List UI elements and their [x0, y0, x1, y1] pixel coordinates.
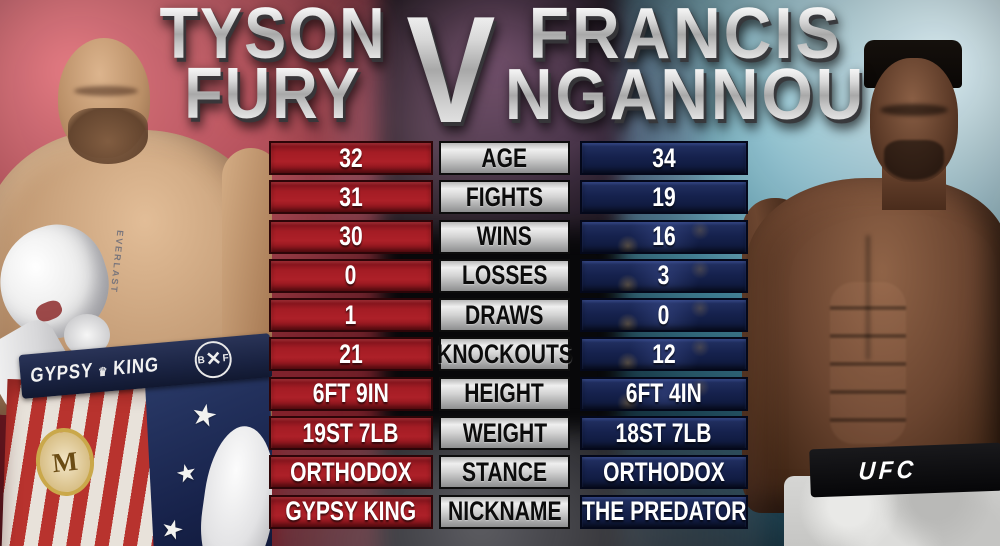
- ufc-logo: UFC: [858, 455, 919, 486]
- ngannou-stat-cell: 6FT 4IN: [580, 376, 748, 411]
- fury-stat-cell: 32: [269, 141, 433, 175]
- fury-stat-value: 0: [345, 260, 357, 291]
- stat-label-cell: NICKNAME: [439, 494, 570, 529]
- fury-stat-value: 19ST 7LB: [303, 417, 399, 448]
- ngannou-beard: [884, 140, 944, 180]
- fury-stat-value: GYPSY KING: [285, 496, 417, 527]
- stat-label: WINS: [477, 221, 532, 252]
- fury-stat-cell: ORTHODOX: [269, 455, 433, 490]
- fury-stat-value: 32: [339, 142, 363, 173]
- crown-icon: ♛: [97, 363, 109, 379]
- ngannou-stat-value: 12: [652, 338, 676, 369]
- fury-beard: [68, 108, 148, 164]
- table-row: 1 DRAWS 0: [269, 298, 748, 333]
- fury-stat-cell: 19ST 7LB: [269, 416, 433, 451]
- ngannou-stat-value: 16: [652, 221, 676, 252]
- ngannou-stat-cell: THE PREDATOR: [580, 494, 748, 529]
- ngannou-stat-cell: 16: [580, 219, 748, 254]
- table-row: 31 FIGHTS 19: [269, 180, 748, 215]
- stat-label: NICKNAME: [447, 496, 562, 527]
- stat-label: HEIGHT: [464, 378, 545, 409]
- table-row: 32 AGE 34: [269, 141, 748, 175]
- table-row: 19ST 7LB WEIGHT 18ST 7LB: [269, 416, 748, 451]
- tale-of-the-tape-table: 32 AGE 34 31 FIGHTS 19 30 WINS 16 0 LOSS…: [269, 141, 748, 534]
- fury-stat-cell: 31: [269, 180, 433, 215]
- ngannou-stat-value: 3: [658, 260, 670, 291]
- fury-stat-value: 30: [339, 221, 363, 252]
- stat-label-cell: DRAWS: [439, 298, 570, 333]
- versus-text: V: [406, 0, 498, 155]
- stat-label: DRAWS: [465, 299, 544, 330]
- stat-label-cell: LOSSES: [439, 258, 570, 293]
- ngannou-stat-cell: 3: [580, 258, 748, 293]
- waistband-word: KING: [112, 353, 160, 380]
- stat-label: WEIGHT: [462, 417, 547, 448]
- stat-label-cell: STANCE: [439, 455, 570, 490]
- tyson-fury-photo: EVERLAST ★ ★ ★ ★ ★ M GYPSY ♛ KING B ✕ F: [0, 30, 272, 546]
- stat-label: LOSSES: [461, 260, 548, 291]
- stat-label-cell: HEIGHT: [439, 376, 570, 411]
- ngannou-stat-cell: ORTHODOX: [580, 455, 748, 490]
- star-icon: ★: [173, 458, 201, 490]
- table-row: 6FT 9IN HEIGHT 6FT 4IN: [269, 376, 748, 411]
- star-icon: ★: [187, 397, 221, 435]
- stat-label-cell: WEIGHT: [439, 416, 570, 451]
- stat-label: FIGHTS: [465, 181, 544, 212]
- stat-label-cell: WINS: [439, 219, 570, 254]
- cross-icon: ✕: [204, 348, 223, 371]
- stat-label-cell: AGE: [439, 141, 570, 175]
- stat-label: KNOCKOUTS: [436, 338, 573, 369]
- bxf-badge: B ✕ F: [193, 339, 234, 380]
- fury-stat-value: 1: [345, 299, 357, 330]
- fury-stat-value: 21: [339, 338, 363, 369]
- fury-stat-cell: 1: [269, 298, 433, 333]
- stat-label-cell: KNOCKOUTS: [436, 337, 573, 372]
- waistband-word: GYPSY: [30, 359, 94, 387]
- francis-ngannou-photo: UFC: [728, 30, 1000, 546]
- ngannou-stat-value: THE PREDATOR: [581, 496, 747, 527]
- fury-brow-shadow: [74, 86, 138, 96]
- table-row: 21 KNOCKOUTS 12: [269, 337, 748, 372]
- ngannou-brow-shadow: [880, 104, 948, 116]
- table-row: GYPSY KING NICKNAME THE PREDATOR: [269, 494, 748, 529]
- ngannou-waistband: UFC: [809, 442, 1000, 498]
- fury-stat-cell: 0: [269, 258, 433, 293]
- table-row: 30 WINS 16: [269, 219, 748, 254]
- ngannou-stat-value: 0: [658, 299, 670, 330]
- badge-letter: B: [197, 354, 206, 367]
- fury-stat-cell: 6FT 9IN: [269, 376, 433, 411]
- ngannou-stat-value: 6FT 4IN: [625, 378, 703, 409]
- table-row: ORTHODOX STANCE ORTHODOX: [269, 455, 748, 490]
- ngannou-stat-cell: 34: [580, 141, 748, 175]
- badge-letter: F: [222, 352, 230, 365]
- stat-label: STANCE: [461, 456, 548, 487]
- fury-stat-cell: 30: [269, 219, 433, 254]
- stat-label: AGE: [481, 142, 528, 173]
- stat-label-cell: FIGHTS: [439, 180, 570, 215]
- ngannou-stat-cell: 19: [580, 180, 748, 215]
- fury-stat-cell: 21: [269, 337, 433, 372]
- star-icon: ★: [157, 511, 188, 546]
- fury-stat-value: ORTHODOX: [290, 456, 412, 487]
- ngannou-abs-shading: [830, 282, 906, 444]
- fury-stat-value: 31: [339, 181, 363, 212]
- fury-stat-cell: GYPSY KING: [269, 494, 433, 529]
- ngannou-stat-cell: 12: [580, 337, 748, 372]
- ngannou-stat-value: ORTHODOX: [603, 456, 725, 487]
- fury-stat-value: 6FT 9IN: [312, 378, 390, 409]
- ngannou-stat-value: 18ST 7LB: [616, 417, 712, 448]
- versus-letter: V: [396, 0, 508, 155]
- ngannou-stat-cell: 0: [580, 298, 748, 333]
- table-row: 0 LOSSES 3: [269, 258, 748, 293]
- ngannou-stat-value: 34: [652, 142, 676, 173]
- ngannou-stat-cell: 18ST 7LB: [580, 416, 748, 451]
- waistband-text: GYPSY ♛ KING: [30, 353, 159, 387]
- ngannou-stat-value: 19: [652, 181, 676, 212]
